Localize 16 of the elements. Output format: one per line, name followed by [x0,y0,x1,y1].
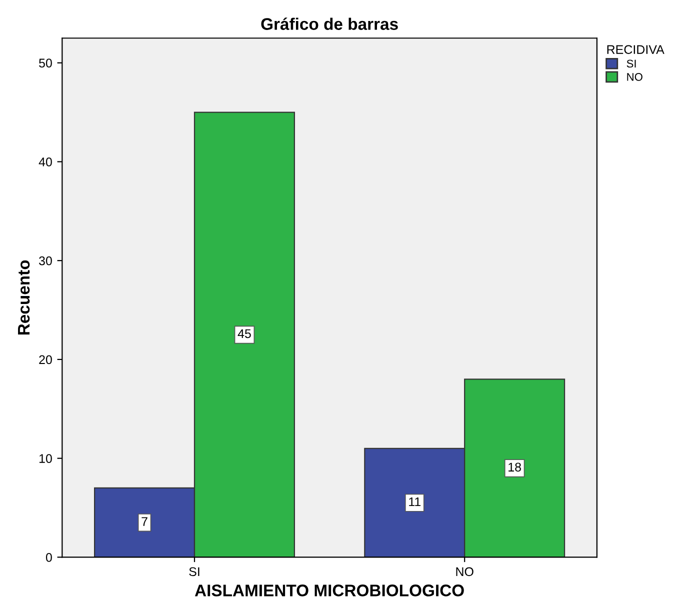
data-label: 18 [508,462,521,472]
y-tick-label: 0 [46,552,52,562]
x-axis-title: AISLAMIENTO MICROBIOLOGICO [194,584,464,596]
y-axis-title: Recuento [18,260,30,335]
legend-label: NO [627,72,642,81]
y-tick-label: 30 [39,256,52,266]
y-tick-label: 10 [39,454,52,463]
data-label: 45 [238,329,251,338]
data-label: 11 [409,497,421,506]
chart-title: Gráfico de barras [261,18,398,30]
legend-title: RECIDIVA [607,45,664,54]
y-tick-label: 50 [39,58,52,68]
y-tick-label: 40 [38,158,52,166]
y-tick-label: 20 [39,355,52,364]
data-label: 7 [142,517,148,526]
legend-label: SI [626,60,636,68]
